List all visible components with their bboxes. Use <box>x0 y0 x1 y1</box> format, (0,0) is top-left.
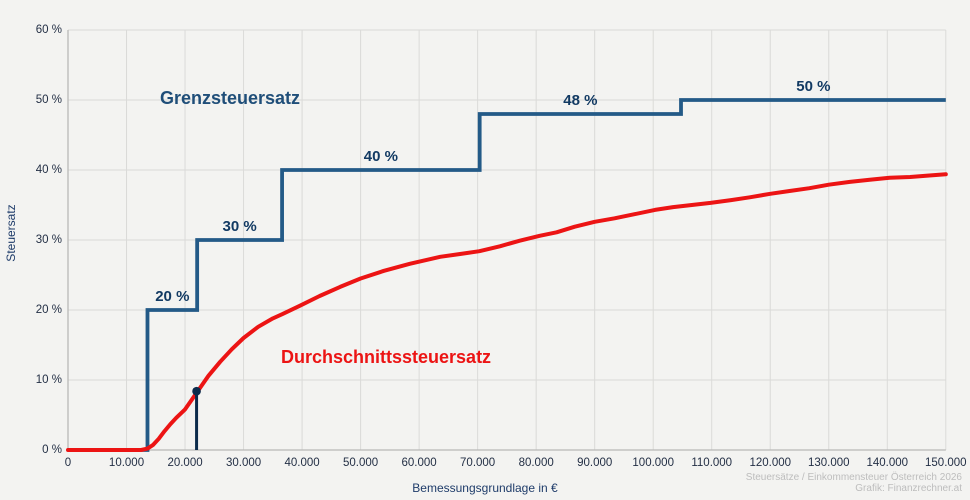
x-tick-label: 30.000 <box>225 457 262 469</box>
x-tick-label: 90.000 <box>577 457 613 469</box>
average-rate-series-label: Durchschnittssteuersatz <box>281 347 492 367</box>
y-tick-label: 20 % <box>35 304 62 316</box>
y-tick-label: 50 % <box>35 94 62 106</box>
x-tick-label: 0 <box>64 457 72 469</box>
x-tick-label: 110.000 <box>691 457 733 469</box>
x-tick-label: 120.000 <box>749 457 792 469</box>
x-tick-label: 70.000 <box>460 457 496 469</box>
bracket-rate-label: 50 % <box>796 78 831 95</box>
x-tick-label: 10.000 <box>108 457 145 469</box>
x-tick-label: 60.000 <box>401 457 437 469</box>
threshold-marker-dot <box>192 386 201 396</box>
x-tick-label: 80.000 <box>518 457 554 469</box>
y-tick-label: 10 % <box>35 374 62 386</box>
bracket-rate-label: 48 % <box>563 92 598 109</box>
x-axis-title: Bemessungsgrundlage in € <box>0 481 970 495</box>
x-tick-label: 40.000 <box>284 457 320 469</box>
y-axis-title-text: Steuersatz <box>4 204 18 262</box>
attribution-source: Steuersätze / Einkommensteuer Österreich… <box>745 472 962 483</box>
marginal-rate-series-label: Grenzsteuersatz <box>160 88 301 108</box>
x-axis-title-text: Bemessungsgrundlage in € <box>412 481 558 495</box>
y-tick-label: 60 % <box>35 24 62 36</box>
bracket-rate-label: 30 % <box>222 218 257 235</box>
y-tick-label: 40 % <box>35 164 62 176</box>
x-tick-label: 50.000 <box>343 457 379 469</box>
marginal-rate-step-line <box>68 98 946 452</box>
average-rate-curve <box>66 172 948 452</box>
bracket-rate-label: 40 % <box>363 148 398 165</box>
attribution-credit: Grafik: Finanzrechner.at <box>855 483 962 494</box>
x-tick-label: 130.000 <box>807 457 850 469</box>
y-tick-label: 0 % <box>42 444 62 456</box>
x-tick-label: 140.000 <box>866 457 909 469</box>
bracket-rate-label: 20 % <box>155 288 190 305</box>
y-axis-title: Steuersatz <box>4 193 18 273</box>
x-tick-label: 150.000 <box>925 457 967 469</box>
y-tick-label: 30 % <box>35 234 62 246</box>
x-tick-label: 20.000 <box>167 457 203 469</box>
x-tick-label: 100.000 <box>632 457 674 469</box>
